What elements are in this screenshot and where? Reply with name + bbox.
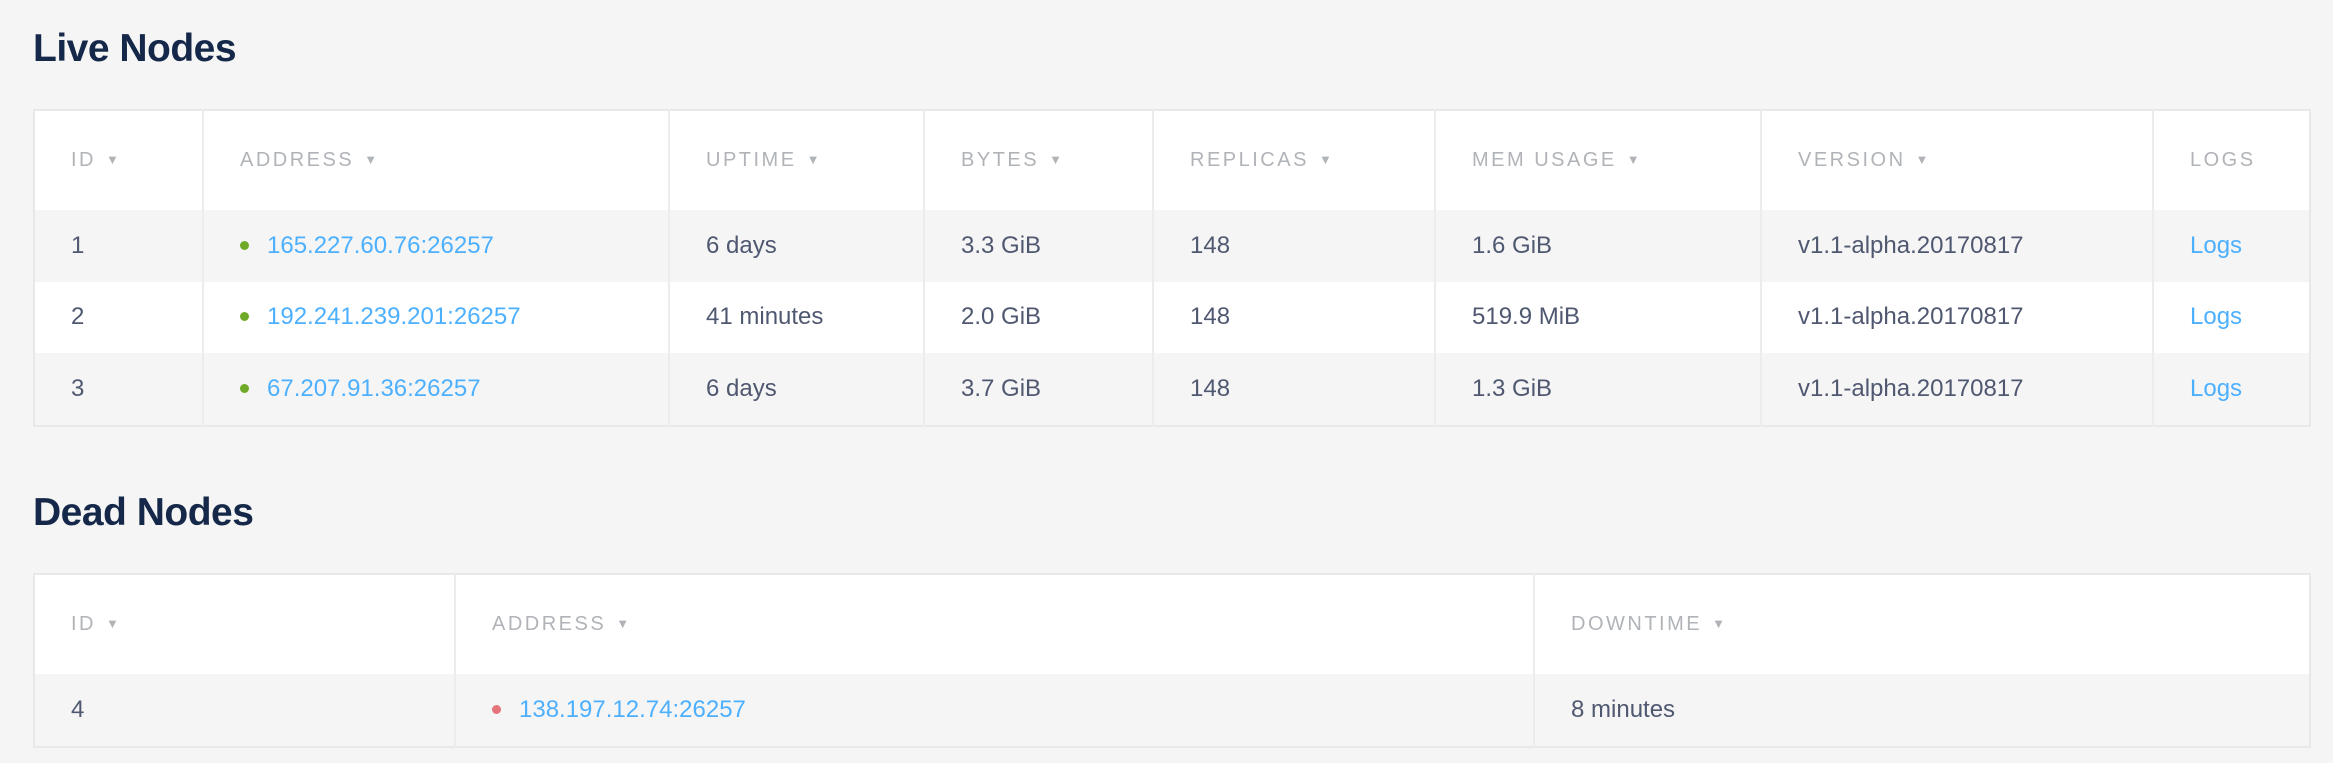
node-address-cell: 67.207.91.36:26257 [203,353,670,426]
dead-nodes-table: ID ▼ ADDRESS ▼ DOWNTIME ▼ 4 138.197.12.74:2… [33,573,2311,748]
status-dot-icon [240,240,249,250]
logs-link[interactable]: Logs [2190,374,2243,402]
node-version: v1.1-alpha.20170817 [1761,210,2154,282]
sort-arrow-icon: ▼ [806,152,820,167]
node-replicas: 148 [1153,353,1436,426]
node-id: 2 [34,281,204,353]
node-address-link[interactable]: 192.241.239.201:26257 [267,303,521,331]
node-address-link[interactable]: 67.207.91.36:26257 [267,374,481,402]
node-id: 3 [34,353,204,426]
node-logs-cell: Logs [2153,210,2310,282]
logs-link[interactable]: Logs [2190,303,2243,331]
status-dot-icon [240,383,249,393]
sort-arrow-icon: ▼ [1318,152,1332,167]
live-nodes-table: ID ▼ ADDRESS ▼ UPTIME ▼ BYTES ▼ REPLICAS ▼ ME… [33,109,2311,427]
node-bytes: 3.3 GiB [924,210,1154,282]
logs-link[interactable]: Logs [2190,231,2243,259]
column-header-id[interactable]: ID ▼ [34,110,204,210]
node-downtime: 8 minutes [1534,674,2310,747]
node-version: v1.1-alpha.20170817 [1761,353,2154,426]
sort-arrow-icon: ▼ [364,152,378,167]
node-mem-usage: 1.3 GiB [1435,353,1762,426]
column-header-logs: LOGS [2153,110,2310,210]
node-replicas: 148 [1153,281,1436,353]
column-header-uptime[interactable]: UPTIME ▼ [669,110,925,210]
column-header-bytes[interactable]: BYTES ▼ [924,110,1154,210]
node-bytes: 2.0 GiB [924,281,1154,353]
node-address-link[interactable]: 138.197.12.74:26257 [519,695,746,723]
column-header-version[interactable]: VERSION ▼ [1761,110,2154,210]
node-address-cell: 192.241.239.201:26257 [203,281,670,353]
table-row: 3 67.207.91.36:26257 6 days 3.7 GiB 148 … [34,353,2310,426]
column-header-address[interactable]: ADDRESS ▼ [203,110,670,210]
table-row: 2 192.241.239.201:26257 41 minutes 2.0 G… [34,281,2310,353]
node-address-link[interactable]: 165.227.60.76:26257 [267,231,494,259]
node-id: 4 [34,674,456,747]
table-row: 4 138.197.12.74:26257 8 minutes [34,674,2310,747]
status-dot-icon [492,704,501,714]
column-header-mem-usage[interactable]: MEM USAGE ▼ [1435,110,1762,210]
sort-arrow-icon: ▼ [1049,152,1062,167]
table-row: 1 165.227.60.76:26257 6 days 3.3 GiB 148… [34,210,2310,282]
node-mem-usage: 519.9 MiB [1435,281,1762,353]
dead-nodes-title: Dead Nodes [33,491,254,534]
sort-arrow-icon: ▼ [1915,152,1929,167]
sort-arrow-icon: ▼ [106,616,119,631]
sort-arrow-icon: ▼ [1626,152,1640,167]
sort-arrow-icon: ▼ [1712,616,1725,631]
node-uptime: 6 days [669,210,925,282]
sort-arrow-icon: ▼ [106,152,119,167]
column-header-address[interactable]: ADDRESS ▼ [455,574,1535,674]
column-header-downtime[interactable]: DOWNTIME ▼ [1534,574,2310,674]
node-id: 1 [34,210,204,282]
column-header-id[interactable]: ID ▼ [34,574,456,674]
node-address-cell: 138.197.12.74:26257 [455,674,1535,747]
node-version: v1.1-alpha.20170817 [1761,281,2154,353]
node-uptime: 41 minutes [669,281,925,353]
node-logs-cell: Logs [2153,281,2310,353]
node-address-cell: 165.227.60.76:26257 [203,210,670,282]
node-mem-usage: 1.6 GiB [1435,210,1762,282]
node-bytes: 3.7 GiB [924,353,1154,426]
sort-arrow-icon: ▼ [616,616,630,631]
node-replicas: 148 [1153,210,1436,282]
column-header-replicas[interactable]: REPLICAS ▼ [1153,110,1436,210]
live-nodes-title: Live Nodes [33,27,237,70]
node-logs-cell: Logs [2153,353,2310,426]
node-uptime: 6 days [669,353,925,426]
status-dot-icon [240,312,249,322]
